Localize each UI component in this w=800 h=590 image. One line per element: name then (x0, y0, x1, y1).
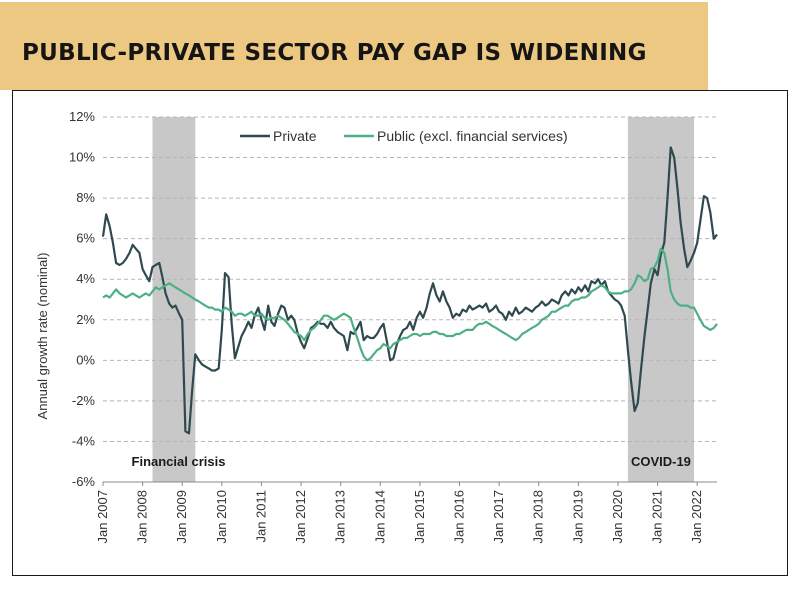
line-chart: Financial crisis COVID-19 12% 10% 8% 6% 4% 2% 0… (35, 109, 718, 544)
legend-label-1: Public (excl. financial services) (377, 128, 568, 144)
y-tick-label-5: 2% (76, 312, 95, 327)
x-tick-label-9: Jan 2016 (452, 490, 467, 544)
x-tick-label-15: Jan 2022 (689, 490, 704, 544)
y-tick-label-6: 0% (76, 352, 95, 367)
y-tick-label-4: 4% (76, 271, 95, 286)
y-tick-label-2: 8% (76, 190, 95, 205)
title-banner: PUBLIC-PRIVATE SECTOR PAY GAP IS WIDENIN… (0, 2, 708, 90)
legend-label-0: Private (273, 128, 317, 144)
x-tick-label-1: Jan 2008 (135, 490, 150, 544)
x-tick-label-12: Jan 2019 (570, 490, 585, 544)
x-tick-label-10: Jan 2017 (491, 490, 506, 544)
shaded-period-label-1: COVID-19 (631, 454, 691, 469)
x-tick-label-13: Jan 2020 (610, 490, 625, 544)
x-tick-label-14: Jan 2021 (650, 490, 665, 544)
x-tick-label-3: Jan 2010 (214, 490, 229, 544)
y-tick-label-8: -4% (72, 433, 96, 448)
x-tick-label-8: Jan 2015 (412, 490, 427, 544)
x-tick-label-4: Jan 2011 (253, 490, 268, 543)
y-tick-label-7: -2% (72, 393, 96, 408)
x-tick-label-7: Jan 2014 (372, 490, 387, 544)
y-axis-label: Annual growth rate (nominal) (35, 253, 50, 420)
shaded-period-0 (152, 117, 196, 482)
y-tick-label-1: 10% (69, 150, 95, 165)
x-tick-label-0: Jan 2007 (95, 490, 110, 544)
x-tick-label-2: Jan 2009 (174, 490, 189, 544)
x-tick-label-5: Jan 2012 (293, 490, 308, 544)
y-tick-label-0: 12% (69, 109, 95, 124)
x-tick-label-11: Jan 2018 (531, 490, 546, 544)
page-title: PUBLIC-PRIVATE SECTOR PAY GAP IS WIDENIN… (22, 40, 647, 66)
shaded-period-label-0: Financial crisis (132, 454, 226, 469)
y-tick-label-9: -6% (72, 474, 96, 489)
x-tick-label-6: Jan 2013 (333, 490, 348, 544)
series-line-0 (101, 146, 718, 435)
y-tick-label-3: 6% (76, 231, 95, 246)
shaded-period-1 (627, 117, 695, 482)
series-line-1 (102, 247, 718, 362)
